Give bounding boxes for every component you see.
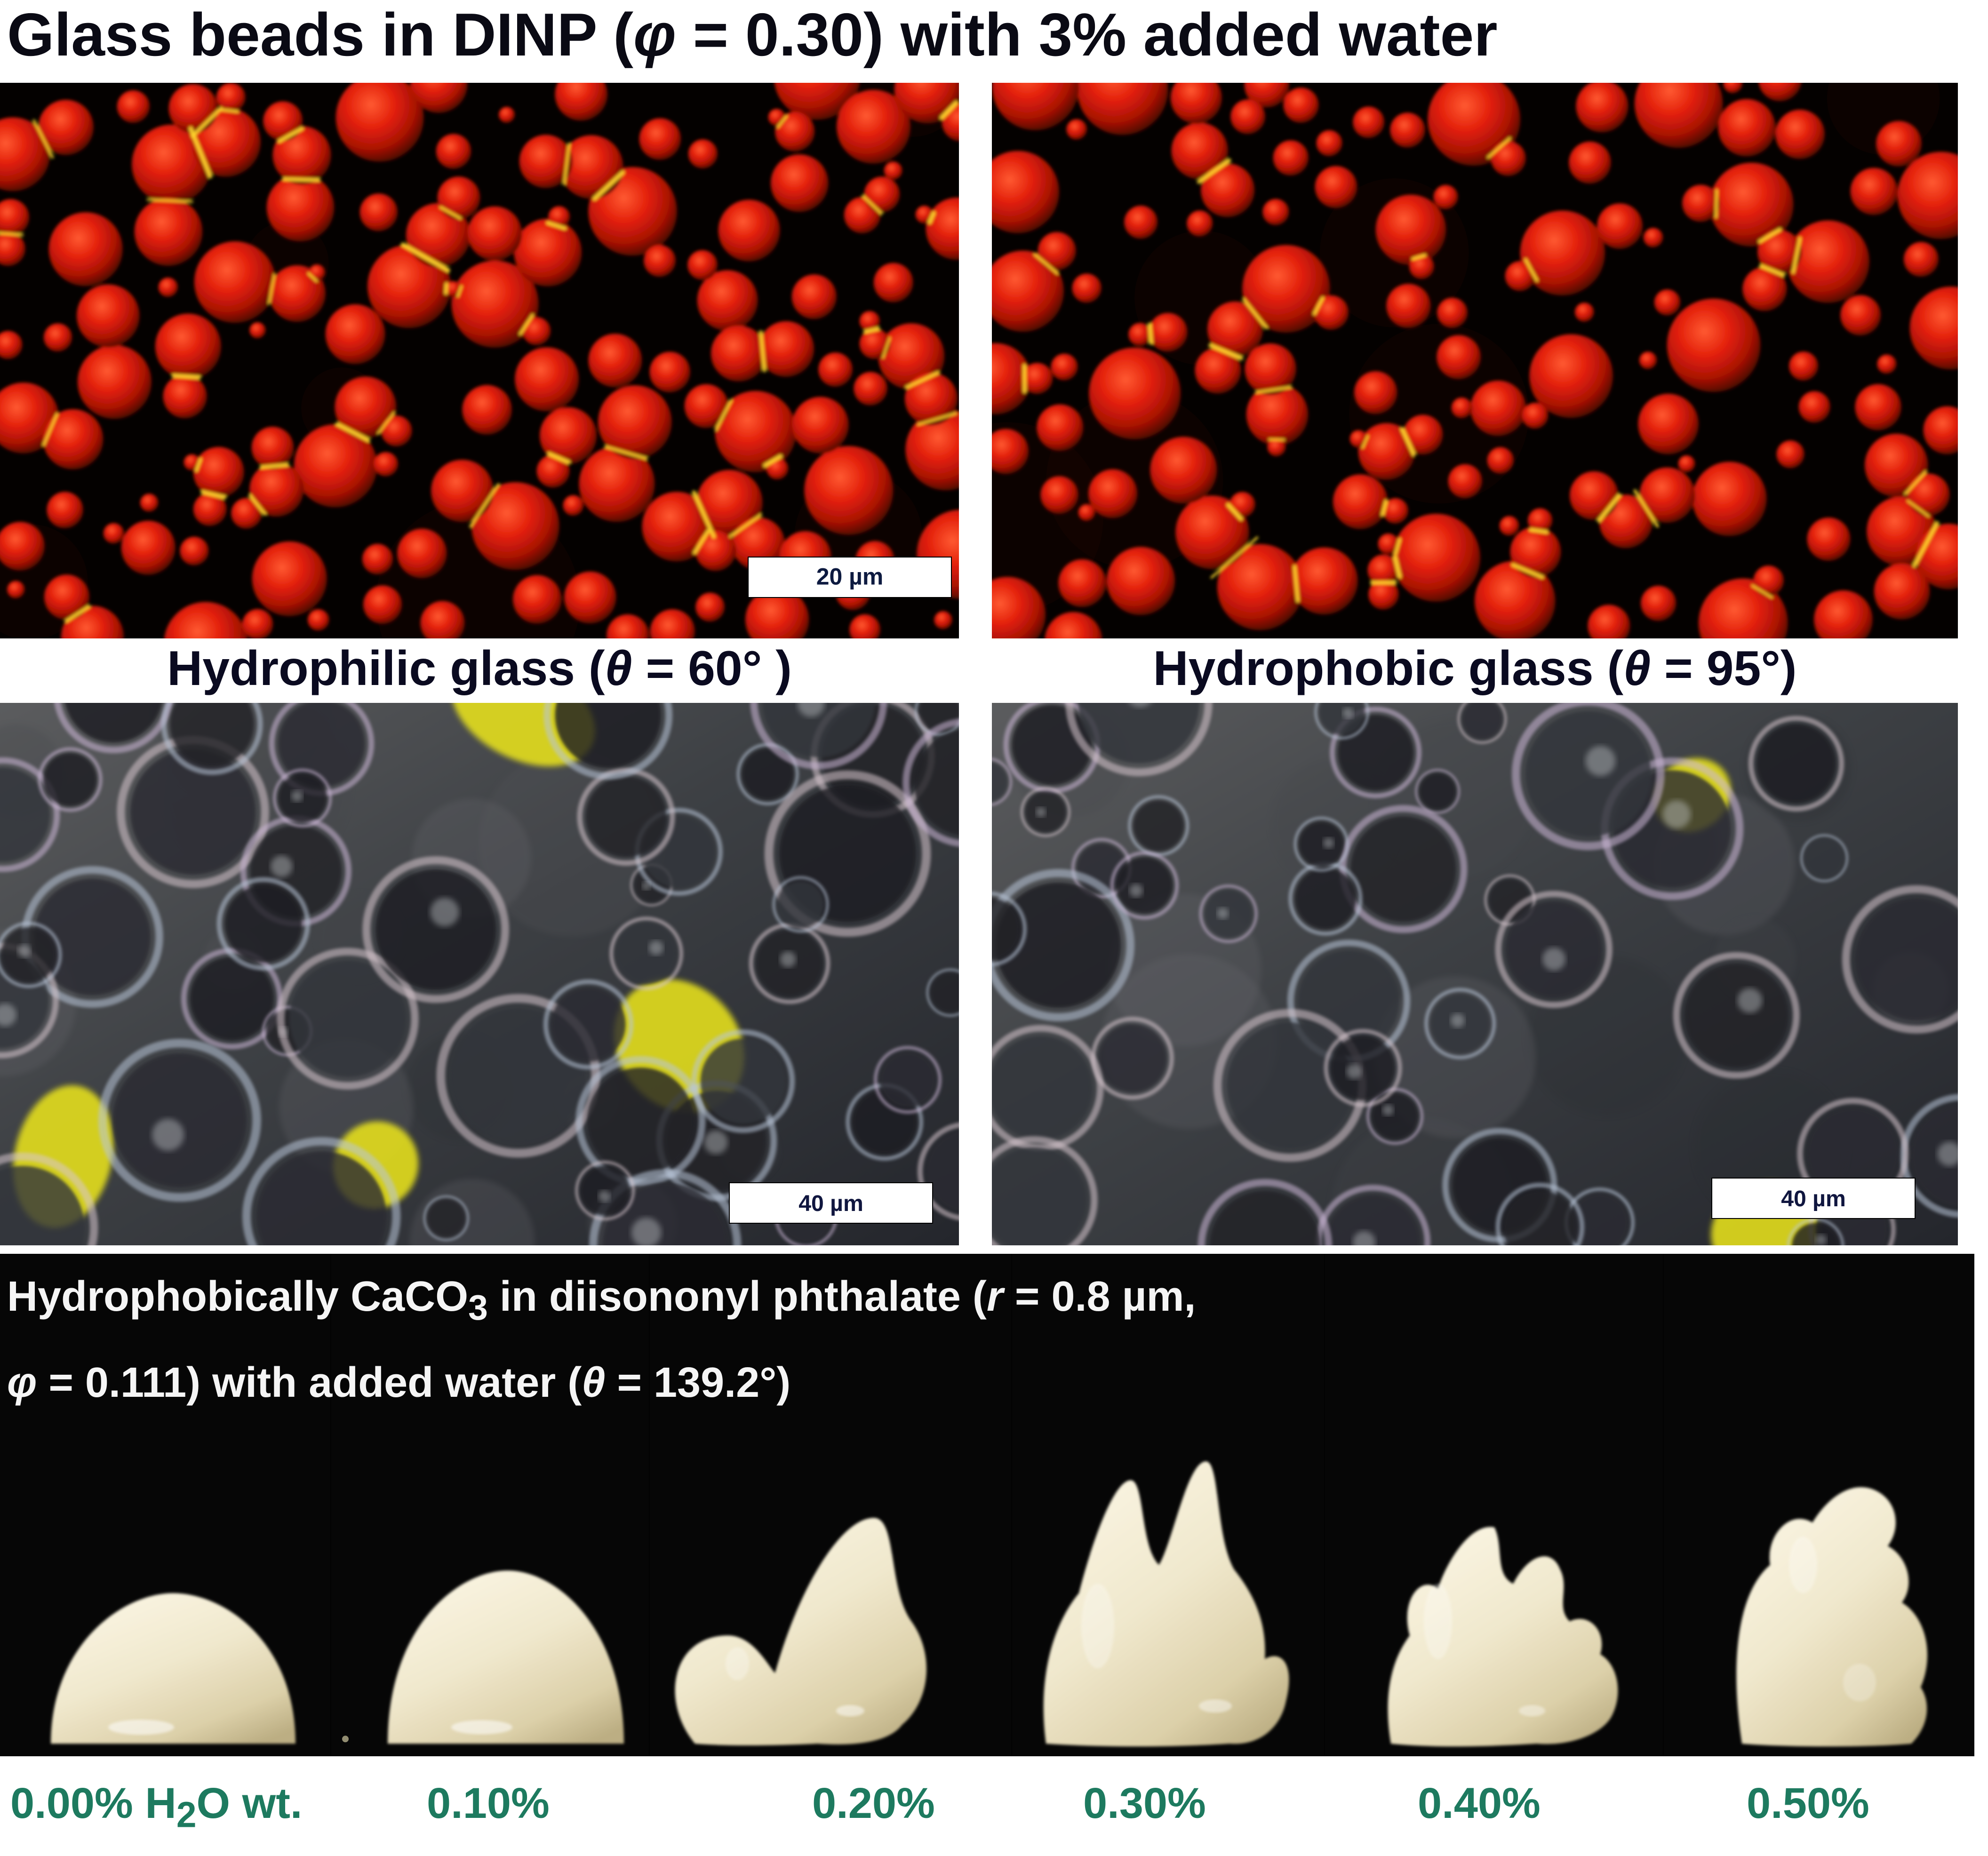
svg-text:40 µm: 40 µm <box>798 1191 863 1216</box>
svg-text:40 µm: 40 µm <box>1781 1186 1846 1211</box>
svg-text:20 µm: 20 µm <box>816 563 883 589</box>
